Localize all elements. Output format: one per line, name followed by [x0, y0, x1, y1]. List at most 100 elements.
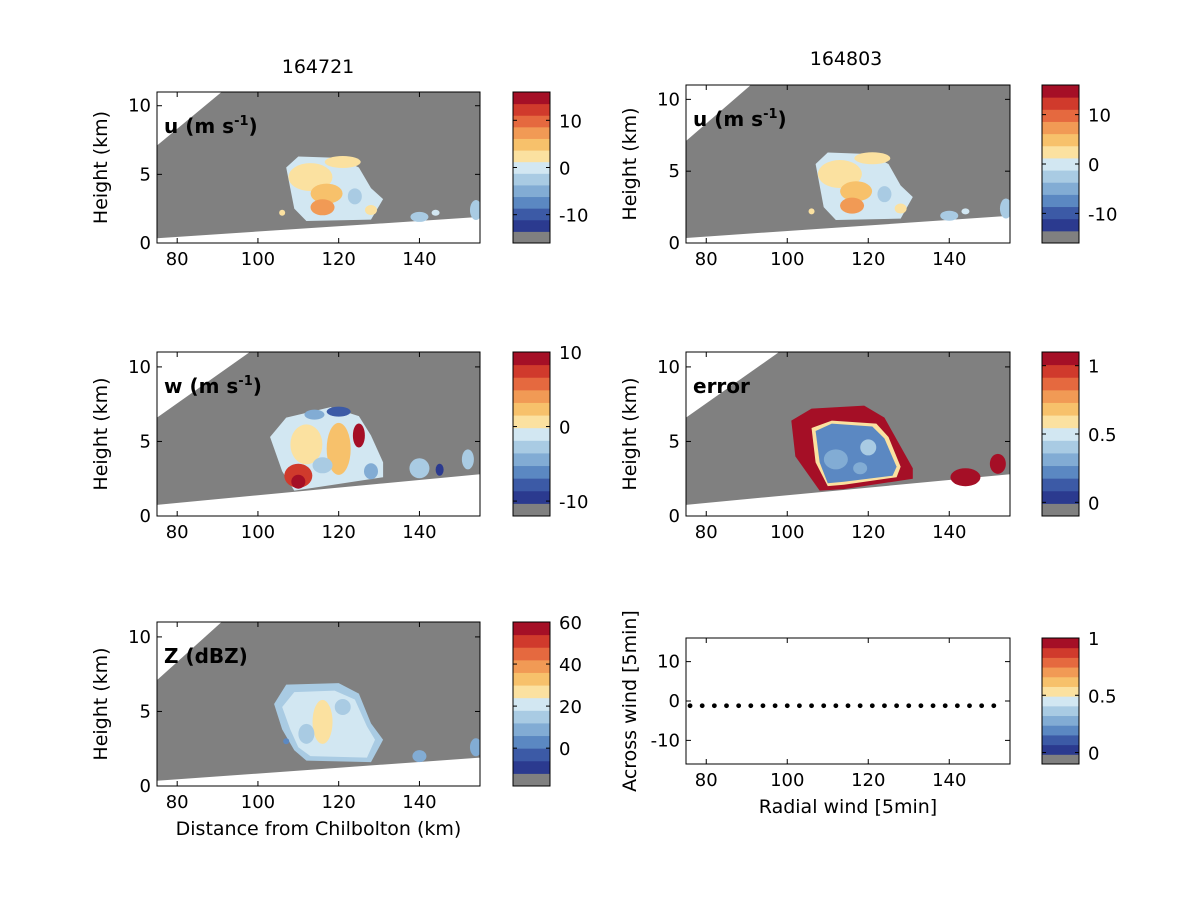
echo-speck: [279, 209, 286, 216]
x-tick-label: 100: [770, 249, 804, 270]
y-axis-label: Across wind [5min]: [619, 610, 641, 792]
colorbar-segment: [513, 659, 550, 673]
colorbar-segment: [513, 647, 550, 661]
x-tick-label: 100: [241, 522, 275, 543]
colorbar-segment: [513, 622, 550, 636]
panel-label: u (m s-1): [693, 107, 787, 131]
colorbar-segment: [513, 161, 550, 174]
colorbar-segment: [1042, 452, 1079, 467]
x-tick-label: 140: [402, 249, 436, 270]
colorbar-segment: [513, 415, 550, 429]
colorbar-segment: [513, 697, 550, 711]
colorbar-segment: [513, 685, 550, 699]
colorbar-segment: [1042, 194, 1079, 208]
panel-label-tail: ): [778, 107, 787, 131]
x-tick-label: 120: [851, 249, 885, 270]
colorbar-frame: [512, 351, 551, 517]
w-cell-b-core: [435, 463, 444, 476]
colorbar-segment: [1042, 133, 1079, 147]
wind-point: [687, 703, 693, 709]
plot-area: [157, 622, 480, 781]
y-tick-label: 5: [140, 431, 151, 452]
colorbar-segment: [1042, 402, 1079, 416]
x-tick-label: 120: [322, 249, 356, 270]
colorbar-segment: [513, 710, 550, 724]
colorbar-tick-label: 0: [1088, 493, 1099, 514]
w-cool-top: [304, 409, 325, 420]
echo-warm-b: [310, 183, 343, 204]
colorbar: 10 0 -10: [512, 343, 588, 517]
colorbar-tick-label: 0: [1088, 744, 1099, 765]
wind-point: [784, 703, 790, 709]
wind-point: [809, 703, 814, 709]
w-cell-c: [461, 449, 474, 470]
w-cool-edge: [363, 463, 378, 480]
colorbar-segment: [513, 364, 550, 378]
echo-warm-top: [324, 156, 361, 169]
colorbar-segment: [513, 773, 550, 787]
wind-point: [833, 703, 839, 709]
wind-point: [906, 703, 912, 709]
w-cool-mid: [312, 457, 333, 474]
colorbar-tick-label: 10: [1088, 106, 1111, 127]
colorbar-segment: [513, 103, 550, 116]
colorbar-tick-label: -10: [559, 492, 588, 513]
y-axis-label: Height (km): [90, 111, 112, 224]
colorbar-tick-label: 0.5: [1088, 686, 1117, 707]
colorbar-segment: [513, 503, 550, 517]
colorbar-segment: [1042, 676, 1079, 687]
colorbar-segment: [1042, 377, 1079, 391]
wind-point: [760, 703, 766, 709]
colorbar-segment: [1042, 478, 1079, 492]
colorbar: 10.50: [1041, 629, 1117, 765]
colorbar-segment: [513, 115, 550, 128]
y-tick-label: 0: [669, 506, 680, 527]
err-cell-c: [989, 453, 1006, 474]
wind-point: [967, 703, 972, 709]
x-tick-label: 140: [932, 522, 966, 543]
colorbar-segment: [1042, 170, 1079, 183]
w-downdraft: [326, 406, 351, 417]
panel-label-tail: ): [253, 374, 262, 398]
colorbar-segment: [1042, 503, 1079, 517]
colorbar-tick-label: 10: [559, 111, 582, 132]
y-tick-label: 0: [669, 233, 680, 254]
wind-point: [869, 703, 875, 709]
y-tick-label: 0: [140, 233, 151, 254]
colorbar-segment: [1042, 657, 1079, 668]
colorbar-segment: [1042, 121, 1079, 135]
colorbar-segment: [513, 490, 550, 504]
y-axis-label: Height (km): [619, 377, 641, 490]
x-tick-label: 140: [932, 770, 966, 791]
plot-area: [686, 85, 1010, 238]
wind-point: [942, 703, 948, 709]
colorbar-segment: [1042, 725, 1079, 736]
colorbar-segment: [1042, 696, 1079, 707]
echo-warm-edge: [894, 203, 907, 214]
y-tick-label: 5: [669, 431, 680, 452]
column-title-right: 164803: [810, 48, 883, 70]
err-low-c: [853, 462, 868, 475]
colorbar: 60 40 20 0: [512, 613, 582, 787]
colorbar-segment: [1042, 465, 1079, 479]
colorbar-segment: [513, 722, 550, 737]
colorbar-segment: [1042, 744, 1079, 755]
plot-area: [686, 352, 1010, 505]
axes-frame: [156, 621, 481, 787]
y-axis-label: Height (km): [619, 107, 641, 220]
echo-warm-edge: [364, 205, 377, 216]
x-tick-label: 100: [241, 792, 275, 813]
colorbar-segment: [513, 402, 550, 416]
colorbar-segment: [1042, 705, 1079, 717]
colorbar-segment: [513, 478, 550, 492]
colorbar-segment: [1042, 182, 1079, 195]
y-tick-label: 5: [140, 164, 151, 185]
colorbar-segment: [513, 427, 550, 441]
column-title-left: 164721: [282, 56, 355, 78]
w-warm-b: [326, 422, 351, 475]
colorbar-tick-label: -10: [559, 206, 588, 227]
z-cell-c: [469, 738, 480, 757]
axes-frame: [156, 91, 481, 244]
